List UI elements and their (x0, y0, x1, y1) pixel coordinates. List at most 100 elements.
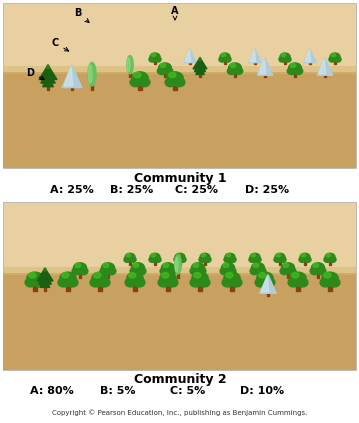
Bar (254, 62, 256, 64)
Bar (3, 272, 356, 370)
Ellipse shape (290, 63, 296, 68)
Ellipse shape (167, 72, 183, 84)
Bar (66, 284, 70, 291)
Ellipse shape (225, 253, 235, 261)
Bar (296, 284, 300, 291)
Ellipse shape (190, 278, 201, 287)
Ellipse shape (130, 267, 139, 275)
Polygon shape (305, 50, 311, 62)
Polygon shape (259, 59, 266, 74)
Ellipse shape (62, 272, 69, 278)
Ellipse shape (221, 53, 225, 57)
Polygon shape (62, 65, 82, 88)
Bar (227, 272, 229, 277)
Bar (279, 261, 281, 264)
Ellipse shape (292, 272, 299, 278)
Ellipse shape (88, 65, 92, 83)
Bar (154, 261, 156, 264)
Ellipse shape (174, 78, 185, 87)
Ellipse shape (294, 68, 303, 74)
Ellipse shape (284, 57, 291, 62)
Polygon shape (37, 268, 53, 281)
Ellipse shape (230, 63, 236, 68)
Text: A: 80%: A: 80% (30, 386, 74, 396)
Ellipse shape (154, 257, 161, 262)
Bar (44, 286, 46, 291)
Ellipse shape (204, 257, 211, 262)
Ellipse shape (220, 53, 230, 60)
Text: Community 2: Community 2 (134, 373, 226, 385)
Bar (3, 72, 356, 168)
Bar (91, 85, 93, 90)
Ellipse shape (34, 278, 45, 287)
Ellipse shape (79, 267, 88, 275)
Ellipse shape (229, 257, 236, 262)
Ellipse shape (162, 263, 174, 272)
Ellipse shape (304, 257, 311, 262)
Text: D: 10%: D: 10% (240, 386, 284, 396)
Ellipse shape (130, 78, 141, 87)
Ellipse shape (154, 57, 161, 62)
Polygon shape (196, 66, 204, 74)
Ellipse shape (226, 272, 233, 278)
Ellipse shape (129, 272, 136, 278)
Ellipse shape (199, 257, 206, 262)
Ellipse shape (157, 68, 166, 74)
Ellipse shape (133, 263, 139, 267)
Bar (309, 62, 311, 64)
Ellipse shape (329, 278, 340, 287)
Ellipse shape (222, 278, 233, 287)
Ellipse shape (150, 253, 160, 261)
Ellipse shape (255, 278, 266, 287)
Ellipse shape (134, 278, 145, 287)
Ellipse shape (199, 278, 210, 287)
Ellipse shape (257, 267, 266, 275)
Bar (304, 261, 306, 264)
Ellipse shape (191, 263, 205, 272)
Ellipse shape (259, 272, 266, 278)
Bar (3, 3, 356, 168)
Ellipse shape (125, 253, 135, 261)
Bar (199, 73, 201, 77)
Ellipse shape (92, 272, 108, 284)
Bar (198, 284, 202, 291)
Ellipse shape (253, 263, 259, 267)
Bar (107, 272, 109, 277)
Ellipse shape (72, 267, 81, 275)
Ellipse shape (324, 272, 331, 278)
Ellipse shape (197, 267, 206, 275)
Ellipse shape (226, 253, 230, 257)
Ellipse shape (331, 53, 336, 57)
Bar (133, 284, 137, 291)
Text: B: 25%: B: 25% (110, 185, 153, 195)
Bar (224, 60, 226, 64)
Ellipse shape (175, 253, 185, 261)
Ellipse shape (27, 272, 43, 284)
Polygon shape (257, 58, 273, 75)
Bar (164, 72, 167, 77)
Text: C: 25%: C: 25% (175, 185, 218, 195)
Polygon shape (39, 65, 57, 80)
Polygon shape (317, 58, 333, 75)
Bar (47, 85, 49, 90)
Ellipse shape (251, 253, 256, 257)
Ellipse shape (250, 253, 260, 261)
Text: D: D (26, 68, 45, 80)
Bar (79, 272, 81, 277)
Ellipse shape (335, 57, 341, 62)
Ellipse shape (175, 258, 178, 272)
Polygon shape (260, 275, 276, 293)
Polygon shape (193, 58, 207, 69)
Bar (3, 66, 356, 74)
Ellipse shape (150, 53, 160, 60)
Ellipse shape (281, 53, 285, 57)
Bar (136, 272, 139, 277)
Ellipse shape (234, 68, 243, 74)
Ellipse shape (330, 257, 336, 262)
Ellipse shape (167, 278, 178, 287)
Text: A: A (171, 6, 179, 20)
Bar (138, 84, 142, 90)
Bar (129, 261, 131, 264)
Ellipse shape (255, 257, 261, 262)
Ellipse shape (167, 267, 176, 275)
